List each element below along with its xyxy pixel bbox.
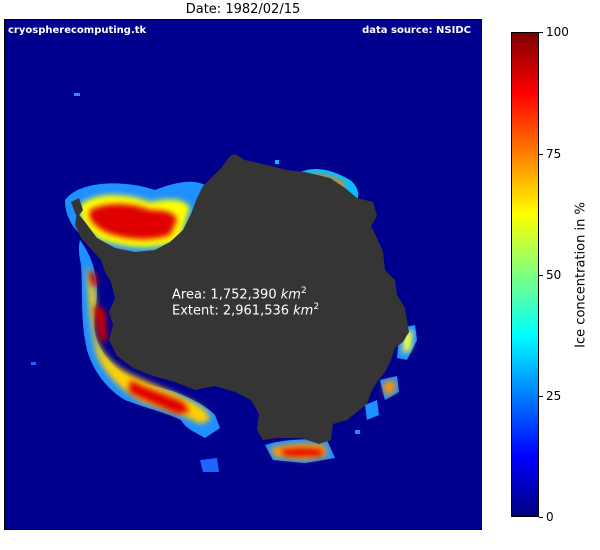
colorbar-tick-label: 0 bbox=[546, 510, 554, 524]
credit-label: cryospherecomputing.tk bbox=[8, 25, 147, 36]
page-title: Date: 1982/02/15 bbox=[185, 2, 301, 17]
colorbar-title: Ice concentration in % bbox=[573, 202, 589, 348]
data-source-label: data source: NSIDC bbox=[362, 25, 471, 36]
extent-unit: km bbox=[293, 303, 314, 319]
extent-value: Extent: 2,961,536 bbox=[172, 303, 290, 319]
ice-floe-specks bbox=[31, 93, 360, 434]
colorbar-tick bbox=[539, 517, 543, 518]
colorbar-tick bbox=[539, 154, 543, 155]
extent-unit-exponent: 2 bbox=[313, 302, 320, 312]
antarctica-landmass bbox=[75, 154, 409, 444]
colorbar-tick bbox=[539, 32, 543, 33]
antarctic-peninsula-tip bbox=[71, 198, 83, 218]
area-stat: Area: 1,752,390 km2 bbox=[172, 286, 307, 302]
sea-ice-map: cryospherecomputing.tk data source: NSID… bbox=[4, 19, 482, 530]
colorbar-tick bbox=[539, 396, 543, 397]
area-unit-exponent: 2 bbox=[300, 286, 307, 296]
colorbar-tick-label: 25 bbox=[546, 389, 562, 403]
area-unit: km bbox=[280, 287, 301, 303]
colorbar-tick-label: 100 bbox=[546, 25, 569, 39]
antarctica-sea-ice-map-graphic bbox=[31, 93, 417, 472]
area-value: Area: 1,752,390 bbox=[172, 287, 277, 303]
colorbar-tick bbox=[539, 275, 543, 276]
extent-stat: Extent: 2,961,536 km2 bbox=[172, 302, 319, 318]
colorbar-tick-label: 50 bbox=[546, 268, 562, 282]
colorbar-tick-label: 75 bbox=[546, 147, 562, 161]
colorbar-gradient bbox=[511, 32, 539, 517]
